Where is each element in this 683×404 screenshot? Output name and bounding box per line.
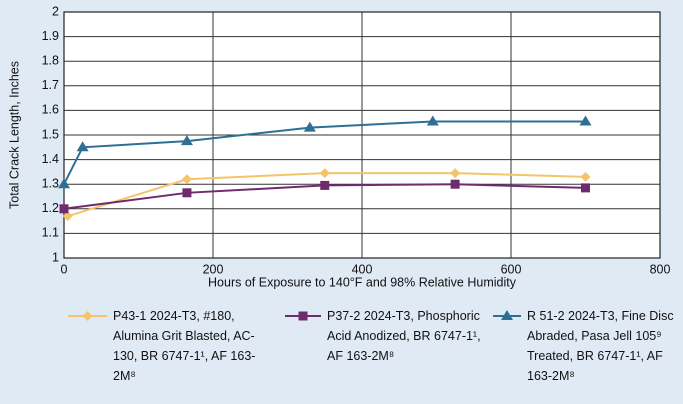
y-tick-label: 1.9 xyxy=(42,29,59,43)
marker xyxy=(182,188,192,198)
legend-item xyxy=(285,311,321,321)
marker xyxy=(59,204,69,214)
y-tick-label: 1.5 xyxy=(42,127,59,141)
x-tick-label: 0 xyxy=(61,262,68,276)
legend-label: R 51-2 2024-T3, Fine Disc Abraded, Pasa … xyxy=(527,309,674,383)
y-tick-label: 1.7 xyxy=(42,78,59,92)
marker xyxy=(426,115,439,126)
marker xyxy=(62,211,73,222)
marker xyxy=(58,178,70,189)
marker xyxy=(581,183,590,193)
x-tick-label: 400 xyxy=(352,262,373,276)
y-tick-label: 1.6 xyxy=(42,103,59,117)
marker xyxy=(76,141,89,152)
marker xyxy=(303,121,316,132)
marker xyxy=(319,168,330,179)
x-tick-label: 200 xyxy=(203,262,224,276)
y-tick-label: 1.3 xyxy=(42,176,59,190)
marker xyxy=(180,135,193,146)
marker xyxy=(501,310,513,320)
legend-item xyxy=(68,311,107,321)
x-tick-label: 800 xyxy=(650,262,671,276)
legend-label: P37-2 2024-T3, Phosphoric Acid Anodized,… xyxy=(327,309,481,363)
marker xyxy=(320,180,330,190)
marker xyxy=(579,115,592,126)
marker xyxy=(181,174,192,185)
plot-border xyxy=(63,11,661,259)
y-tick-label: 1.4 xyxy=(42,152,59,166)
y-tick-label: 1.2 xyxy=(42,201,59,215)
y-axis-title: Total Crack Length, Inches xyxy=(7,61,21,209)
x-tick-label: 600 xyxy=(501,262,522,276)
x-axis-title: Hours of Exposure to 140°F and 98% Relat… xyxy=(208,275,517,289)
marker xyxy=(450,179,460,189)
marker xyxy=(82,311,93,321)
y-tick-label: 1.8 xyxy=(42,53,59,67)
legend-item xyxy=(493,310,521,320)
series-line xyxy=(63,120,586,185)
y-tick-label: 2 xyxy=(52,4,59,18)
y-tick-label: 1.1 xyxy=(42,226,59,240)
marker xyxy=(580,171,591,182)
marker xyxy=(298,311,308,321)
legend-label: P43-1 2024-T3, #180, Alumina Grit Blaste… xyxy=(113,309,256,383)
marker xyxy=(450,168,461,179)
y-tick-label: 1 xyxy=(52,250,59,264)
